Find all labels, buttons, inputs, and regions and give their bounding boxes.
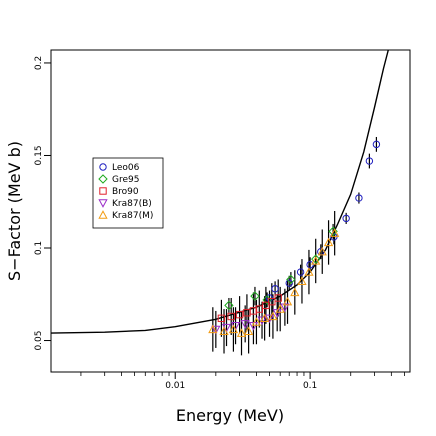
x-axis-label: Energy (MeV) [176,406,284,425]
x-tick-label: 0.01 [165,381,185,391]
kra87-b-point [272,309,282,318]
kra87-b-point [280,303,290,313]
fit-curve [51,50,389,334]
y-tick-label: 0.1 [34,241,44,255]
gre95-point [328,226,338,237]
kra87-b-point [211,325,221,335]
fit-curve-layer [51,50,389,334]
kra87-m-point [311,256,321,265]
leo06-point [342,214,350,223]
kra87-m-point [330,228,340,237]
legend: Leo06 Gre95 Bro90 Kra87(B) Kra87(M) [92,157,164,229]
kra87-m-point [236,328,247,337]
legend-marker-kra87-b [98,199,108,208]
kra87-m-point [259,313,270,323]
legend-marker-bro90 [99,187,107,195]
legend-marker-kra87-m [98,210,108,219]
kra87-m-point [317,246,327,256]
y-tick-label: 0.05 [34,331,44,351]
y-ticks: 0.05 0.1 0.15 0.2 [34,56,51,351]
legend-label-gre95: Gre95 [112,175,139,185]
kra87-b-point [264,314,275,324]
y-tick-label: 0.2 [34,56,44,70]
legend-item-kra87-b: Kra87(B) [98,199,152,209]
kra87-m-point [275,304,285,313]
bro90-point [217,314,226,323]
kra87-m-point [219,326,229,335]
x-ticks: 0.01 0.1 [165,372,317,391]
y-tick-label: 0.15 [34,145,44,165]
kra87-m-point [228,324,239,334]
legend-label-bro90: Bro90 [112,187,139,197]
leo06-point [365,157,374,165]
kra87-m-point [282,296,293,306]
kra87-m-point [208,324,218,334]
bro90-point [235,310,244,319]
legend-item-leo06: Leo06 [99,163,140,173]
x-tick-label: 0.1 [303,381,317,391]
legend-item-gre95: Gre95 [98,174,139,185]
legend-marker-leo06 [99,163,107,171]
legend-marker-gre95 [98,174,108,184]
kra87-m-point [297,276,307,286]
leo06-point [355,194,363,202]
bro90-point [227,312,235,321]
kra87-b-point [240,320,250,329]
gre95-point [250,291,260,301]
legend-label-kra87-b: Kra87(B) [112,199,152,209]
data-markers [208,140,381,337]
bro90-point [268,297,276,306]
legend-label-kra87-m: Kra87(M) [112,211,153,221]
gre95-point [224,300,234,311]
x-minor-ticks [80,372,405,376]
legend-label-leo06: Leo06 [112,163,140,173]
kra87-m-point [290,287,300,297]
leo06-point [372,140,381,149]
gre95-point [286,274,296,285]
kra87-b-point [257,316,267,326]
bro90-point [274,294,282,302]
kra87-m-point [323,237,334,247]
bro90-point [262,301,270,310]
legend-item-bro90: Bro90 [99,187,139,197]
leo06-point [296,268,305,276]
leo06-point [285,279,293,287]
legend-item-kra87-m: Kra87(M) [98,210,153,221]
leo06-point [271,285,279,293]
gre95-point [311,254,321,264]
plot-frame [50,49,411,373]
kra87-m-point [243,326,254,335]
leo06-point [330,233,338,241]
bro90-point [249,307,258,315]
legend-items: Leo06 Gre95 Bro90 Kra87(B) Kra87(M) [98,163,153,221]
kra87-b-point [248,322,259,331]
bro90-point [255,305,263,313]
kra87-m-point [268,311,278,321]
y-axis-label: S−Factor (MeV b) [5,141,24,281]
leo06-point [306,260,314,269]
kra87-m-point [304,267,314,276]
kra87-m-point [251,317,262,326]
